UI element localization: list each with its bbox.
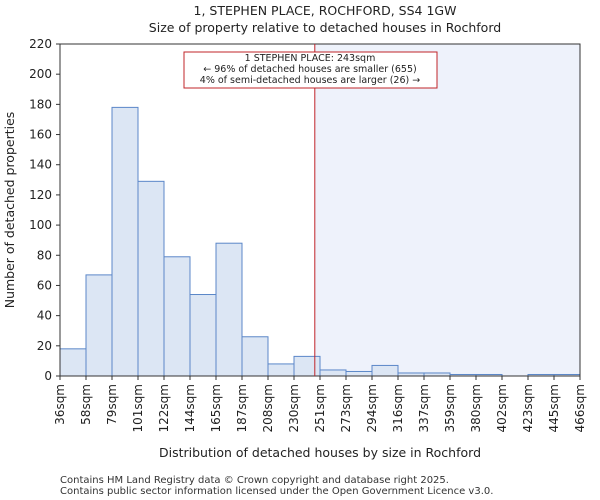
- footer-line-2: Contains public sector information licen…: [60, 486, 493, 497]
- bar: [59, 348, 87, 377]
- x-tick-label: 58sqm: [79, 384, 93, 425]
- x-axis-label: Distribution of detached houses by size …: [159, 445, 481, 460]
- bar: [267, 363, 295, 377]
- y-tick-label: 80: [37, 248, 52, 262]
- x-tick-label: 445sqm: [547, 384, 561, 432]
- x-tick-label: 79sqm: [105, 384, 119, 425]
- x-tick-label: 402sqm: [495, 384, 509, 432]
- x-tick-label: 380sqm: [469, 384, 483, 432]
- y-tick-label: 60: [37, 278, 52, 292]
- y-tick-label: 140: [29, 158, 52, 172]
- bar: [215, 242, 243, 377]
- x-tick-label: 36sqm: [53, 384, 67, 425]
- chart-title-line1: 1, STEPHEN PLACE, ROCHFORD, SS4 1GW: [194, 3, 457, 18]
- x-tick-label: 208sqm: [261, 384, 275, 432]
- bar: [111, 106, 139, 377]
- bar: [293, 355, 321, 377]
- bar: [371, 364, 399, 377]
- x-tick-label: 165sqm: [209, 384, 223, 432]
- y-tick-label: 160: [29, 128, 52, 142]
- highlight-region: [314, 44, 580, 376]
- footer-line-1: Contains HM Land Registry data © Crown c…: [60, 475, 449, 486]
- bar: [319, 369, 347, 377]
- y-tick-label: 220: [29, 37, 52, 51]
- y-tick-label: 0: [44, 369, 52, 383]
- x-tick-label: 316sqm: [391, 384, 405, 432]
- y-tick-label: 180: [29, 97, 52, 111]
- bars-group: [59, 106, 581, 377]
- x-tick-label: 101sqm: [131, 384, 145, 432]
- x-tick-label: 466sqm: [573, 384, 587, 432]
- y-tick-label: 200: [29, 67, 52, 81]
- bar: [241, 336, 269, 377]
- annotation-line-1: 1 STEPHEN PLACE: 243sqm: [245, 53, 376, 64]
- x-tick-label: 294sqm: [365, 384, 379, 432]
- x-tick-label: 423sqm: [521, 384, 535, 432]
- x-tick-label: 230sqm: [287, 384, 301, 432]
- annotation-line-2: ← 96% of detached houses are smaller (65…: [203, 64, 416, 75]
- annotation-line-3: 4% of semi-detached houses are larger (2…: [200, 75, 420, 86]
- bar: [189, 294, 217, 377]
- x-tick-label: 359sqm: [443, 384, 457, 432]
- annotation-box: [183, 51, 438, 89]
- y-tick-label: 40: [37, 309, 52, 323]
- x-tick-label: 273sqm: [339, 384, 353, 432]
- y-axis-label: Number of detached properties: [2, 112, 17, 309]
- x-tick-label: 144sqm: [183, 384, 197, 432]
- x-tick-label: 122sqm: [157, 384, 171, 432]
- x-tick-label: 187sqm: [235, 384, 249, 432]
- y-ticks: 0 20 40 60 80 100 120 140 160 180 200 220: [29, 37, 60, 383]
- bar: [163, 256, 191, 377]
- x-tick-label: 337sqm: [417, 384, 431, 432]
- chart-title-line2: Size of property relative to detached ho…: [149, 20, 501, 35]
- y-tick-label: 20: [37, 339, 52, 353]
- bar: [345, 370, 373, 377]
- bar: [137, 180, 165, 377]
- bar: [85, 274, 113, 377]
- x-tick-label: 251sqm: [313, 384, 327, 432]
- x-ticks: 36sqm 58sqm 79sqm 101sqm 122sqm 144sqm 165sqm 1…: [53, 376, 587, 432]
- y-tick-label: 100: [29, 218, 52, 232]
- y-tick-label: 120: [29, 188, 52, 202]
